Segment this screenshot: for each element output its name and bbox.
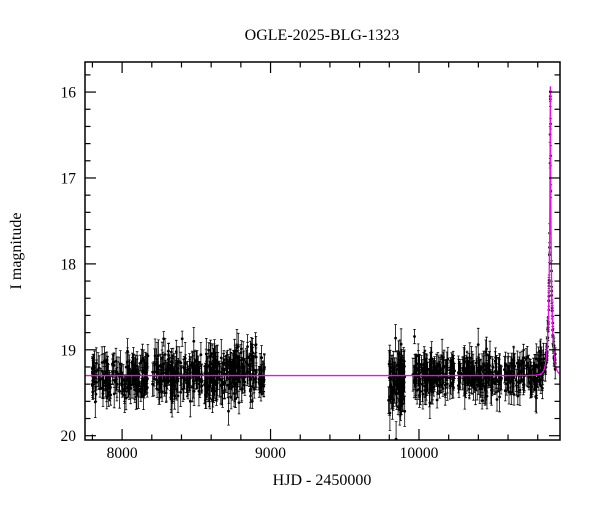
- x-tick-label: 9000: [255, 445, 286, 462]
- y-tick-label: 17: [61, 170, 77, 187]
- y-tick-label: 19: [61, 342, 77, 359]
- error-bars: [90, 90, 557, 440]
- data-points-layer: [90, 90, 557, 440]
- model-curve-layer: [85, 86, 560, 377]
- x-axis-label: HJD - 2450000: [273, 472, 372, 489]
- plot-title: OGLE-2025-BLG-1323: [245, 27, 400, 44]
- model-light-curve: [85, 86, 560, 377]
- y-tick-label: 18: [61, 256, 77, 273]
- tick-labels: 8000 9000 10000 16 17 18 19 20: [61, 85, 439, 462]
- y-tick-label: 16: [61, 85, 77, 102]
- plot-frame: [84, 61, 561, 441]
- y-tick-label: 20: [61, 428, 77, 445]
- x-tick-label: 8000: [107, 445, 138, 462]
- x-tick-label: 10000: [400, 445, 439, 462]
- y-axis-label: I magnitude: [8, 213, 25, 290]
- tick-marks: [85, 62, 560, 440]
- axes-layer: 8000 9000 10000 16 17 18 19 20: [61, 61, 561, 462]
